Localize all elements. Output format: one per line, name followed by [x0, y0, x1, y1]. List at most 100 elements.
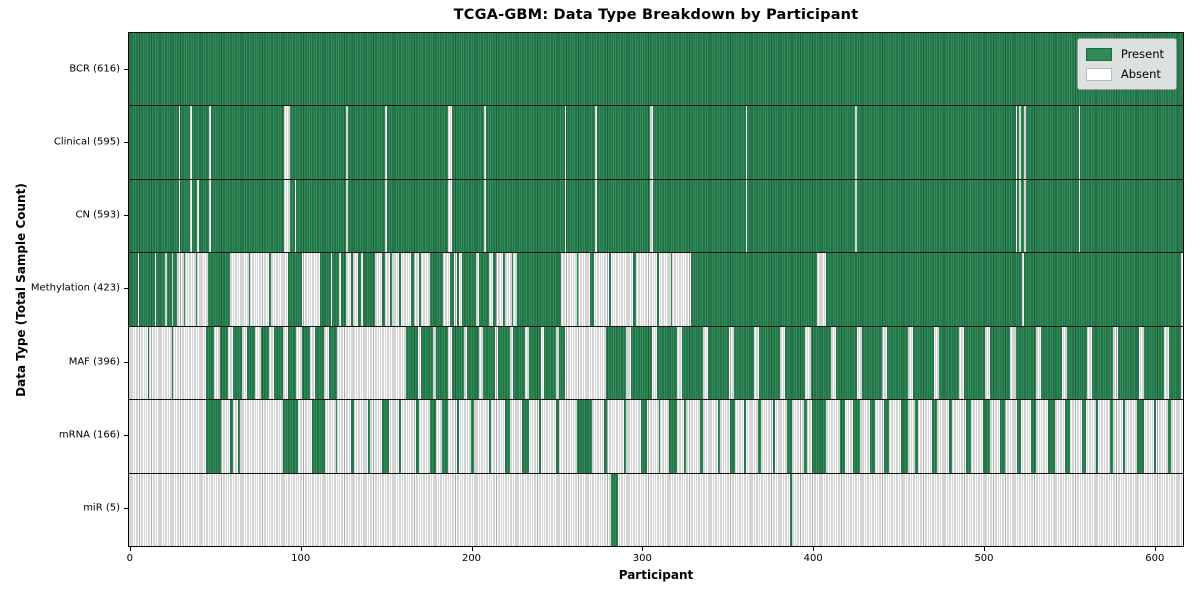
present-segment [421, 326, 434, 400]
absent-segment [1024, 106, 1026, 179]
absent-segment [1078, 179, 1081, 253]
absent-segment [855, 179, 857, 253]
absent-segment [595, 179, 598, 253]
present-segment [274, 326, 283, 400]
present-segment [351, 400, 355, 473]
present-segment [803, 400, 808, 473]
present-segment [398, 400, 401, 473]
absent-segment [1019, 179, 1021, 253]
present-segment [340, 253, 346, 326]
present-segment [786, 400, 792, 473]
y-tick-label: Methylation (423) [30, 282, 120, 294]
absent-segment [448, 106, 452, 179]
present-segment [410, 253, 415, 326]
present-segment [610, 473, 618, 546]
present-segment [966, 400, 972, 473]
present-segment [381, 400, 389, 473]
x-axis-label: Participant [618, 568, 694, 582]
y-tick-mark [124, 288, 128, 290]
present-segment [853, 400, 861, 473]
present-segment [415, 400, 420, 473]
present-segment [287, 253, 302, 326]
present-segment [269, 253, 271, 326]
absent-segment [284, 106, 290, 179]
present-segment [166, 253, 172, 326]
present-segment [456, 400, 459, 473]
present-segment [351, 253, 353, 326]
absent-segment [209, 106, 211, 179]
absent-segment [484, 106, 487, 179]
present-segment [938, 326, 960, 400]
present-segment [335, 400, 338, 473]
present-segment [229, 400, 234, 473]
present-segment [390, 253, 393, 326]
present-segment [836, 326, 857, 400]
present-segment [656, 253, 659, 326]
present-segment [521, 400, 529, 473]
x-tick-mark [471, 547, 473, 551]
present-segment [812, 400, 826, 473]
present-segment [668, 400, 678, 473]
present-segment [441, 400, 449, 473]
present-segment [825, 253, 1023, 326]
present-segment [576, 400, 592, 473]
present-segment [641, 400, 647, 473]
absent-segment [197, 179, 200, 253]
present-segment [183, 253, 186, 326]
present-segment [1017, 400, 1021, 473]
present-segment [171, 326, 174, 400]
present-segment [1109, 400, 1113, 473]
present-segment [450, 253, 454, 326]
present-segment [328, 326, 338, 400]
present-segment [743, 400, 746, 473]
present-segment [656, 326, 678, 400]
y-tick-label: MAF (396) [68, 356, 120, 368]
present-segment [559, 326, 565, 400]
plot-area: Present Absent [128, 32, 1184, 547]
absent-segment [745, 179, 748, 253]
present-segment [1167, 400, 1172, 473]
present-segment [658, 400, 661, 473]
present-segment [948, 400, 953, 473]
present-segment [233, 326, 242, 400]
x-tick-label: 500 [974, 553, 994, 564]
present-segment [528, 326, 541, 400]
row-cn [129, 179, 1183, 254]
present-segment [470, 400, 475, 473]
present-segment [405, 326, 418, 400]
legend-item-present: Present [1085, 44, 1164, 64]
present-segment [320, 253, 331, 326]
present-segment [363, 253, 375, 326]
present-segment [884, 400, 890, 473]
absent-swatch [1085, 67, 1112, 81]
present-segment [429, 253, 444, 326]
present-segment [419, 253, 422, 326]
absent-segment [564, 179, 567, 253]
present-segment [368, 400, 370, 473]
present-segment [624, 400, 627, 473]
present-segment [1092, 326, 1113, 400]
present-segment [456, 253, 459, 326]
legend-label-present: Present [1120, 47, 1164, 61]
present-segment [332, 253, 340, 326]
absent-segment [209, 179, 211, 253]
present-segment [436, 326, 449, 400]
present-segment [691, 253, 818, 326]
y-tick-label: CN (593) [75, 209, 120, 221]
present-segment [1143, 326, 1165, 400]
present-segment [516, 253, 562, 326]
present-segment [1030, 400, 1037, 473]
present-segment [451, 326, 464, 400]
present-segment [861, 326, 883, 400]
present-segment [492, 253, 497, 326]
absent-segment [178, 106, 181, 179]
present-segment [1169, 326, 1182, 400]
present-segment [576, 253, 579, 326]
present-segment [605, 326, 627, 400]
absent-segment [650, 106, 654, 179]
x-tick-mark [642, 547, 644, 551]
present-segment [699, 400, 703, 473]
x-tick-label: 100 [291, 553, 311, 564]
y-tick-label: mRNA (166) [58, 429, 120, 441]
absent-segment [385, 179, 387, 253]
